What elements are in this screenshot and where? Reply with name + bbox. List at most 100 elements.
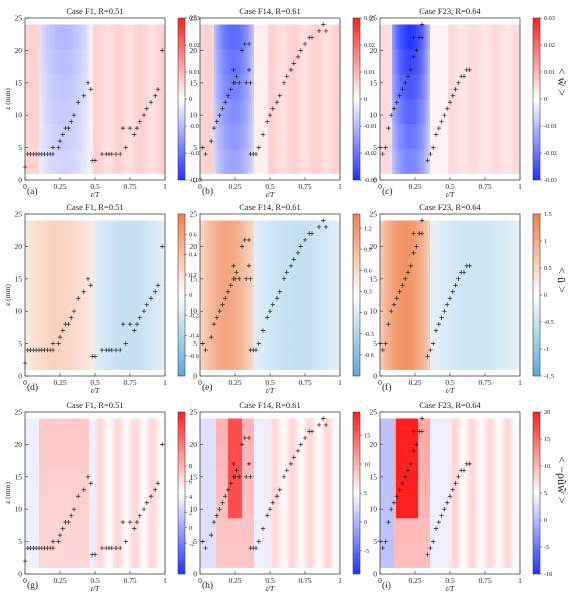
data-point [309, 231, 315, 236]
field-cell [286, 517, 289, 544]
field-cell [494, 468, 497, 494]
field-cell [99, 99, 102, 125]
field-cell [322, 245, 325, 271]
field-cell [220, 220, 223, 246]
data-point [281, 276, 287, 281]
field-cell [242, 245, 245, 271]
field-cell [105, 123, 108, 150]
field-cell [228, 418, 231, 444]
field-cell [27, 123, 30, 150]
field-cell [59, 468, 62, 494]
field-cell [390, 443, 393, 469]
field-cell [398, 344, 401, 370]
field-cell [404, 123, 407, 150]
data-point [50, 347, 56, 353]
field-cell [147, 542, 150, 568]
field-cell [95, 148, 98, 174]
field-cell [290, 123, 293, 150]
field-cell [316, 245, 319, 271]
data-point [239, 244, 245, 249]
data-point [76, 296, 81, 301]
field-cell [31, 99, 34, 125]
field-cell [55, 468, 58, 494]
field-cell [55, 24, 58, 50]
data-point [132, 132, 137, 137]
field-cell [452, 49, 455, 75]
field-cell [312, 468, 315, 494]
field-cell [55, 443, 58, 469]
data-point [144, 106, 149, 111]
field-cell [408, 517, 411, 544]
field-cell [95, 319, 98, 346]
field-cell [292, 270, 295, 296]
field-cell [127, 295, 130, 321]
data-point [419, 35, 425, 40]
field-cell [294, 245, 297, 271]
field-cell [65, 418, 68, 444]
field-cell [214, 49, 217, 75]
field-cell [250, 468, 253, 494]
field-cell [87, 49, 90, 75]
field-cell [133, 24, 136, 50]
field-cell [258, 49, 261, 75]
field-cell [434, 49, 437, 75]
field-cell [398, 493, 401, 519]
field-cell [490, 74, 493, 100]
field-cell [157, 99, 160, 125]
field-cell [127, 344, 130, 370]
field-cell [488, 443, 491, 469]
field-cell [430, 148, 433, 174]
field-cell [498, 123, 501, 150]
field-cell [250, 517, 253, 544]
field-cell [416, 49, 419, 75]
field-cell [75, 468, 78, 494]
field-cell [33, 542, 36, 568]
field-cell [460, 99, 463, 125]
data-point [127, 519, 133, 525]
field-cell [69, 220, 72, 246]
panel-title: Case F1, R=0.51 [66, 400, 123, 410]
data-point [56, 341, 61, 346]
field-cell [61, 493, 64, 519]
field-cell [248, 270, 251, 296]
field-cell [252, 295, 255, 321]
field-cell [438, 443, 441, 469]
field-cell [57, 418, 60, 444]
field-cell [47, 24, 50, 50]
field-cell [77, 443, 80, 469]
field-cell [202, 344, 205, 370]
field-cell [208, 319, 211, 346]
field-cell [460, 344, 463, 370]
field-cell [396, 74, 399, 100]
field-cell [99, 123, 102, 150]
field-cell [113, 319, 116, 346]
field-cell [396, 148, 399, 174]
field-cell [286, 493, 289, 519]
field-cell [406, 245, 409, 271]
colorbar-tick-label: 8 [189, 463, 192, 470]
field-cell [125, 148, 128, 174]
field-cell [47, 245, 50, 271]
field-cell [334, 245, 337, 271]
field-cell [222, 123, 225, 150]
field-cell [404, 24, 407, 50]
field-cell [326, 418, 329, 444]
field-cell [228, 295, 231, 321]
field-cell [294, 344, 297, 370]
data-point [419, 22, 425, 27]
data-point [281, 80, 287, 85]
field-cell [149, 319, 152, 346]
field-cell [320, 418, 323, 444]
data-point [223, 296, 228, 301]
field-cell [284, 148, 287, 174]
field-cell [506, 468, 509, 494]
field-cell [454, 220, 457, 246]
field-cell [258, 270, 261, 296]
field-cell [470, 245, 473, 271]
field-cell [440, 517, 443, 544]
data-point [442, 309, 447, 314]
field-cell [206, 468, 209, 494]
field-cell [432, 295, 435, 321]
field-cell [97, 123, 100, 150]
field-cell [506, 245, 509, 271]
